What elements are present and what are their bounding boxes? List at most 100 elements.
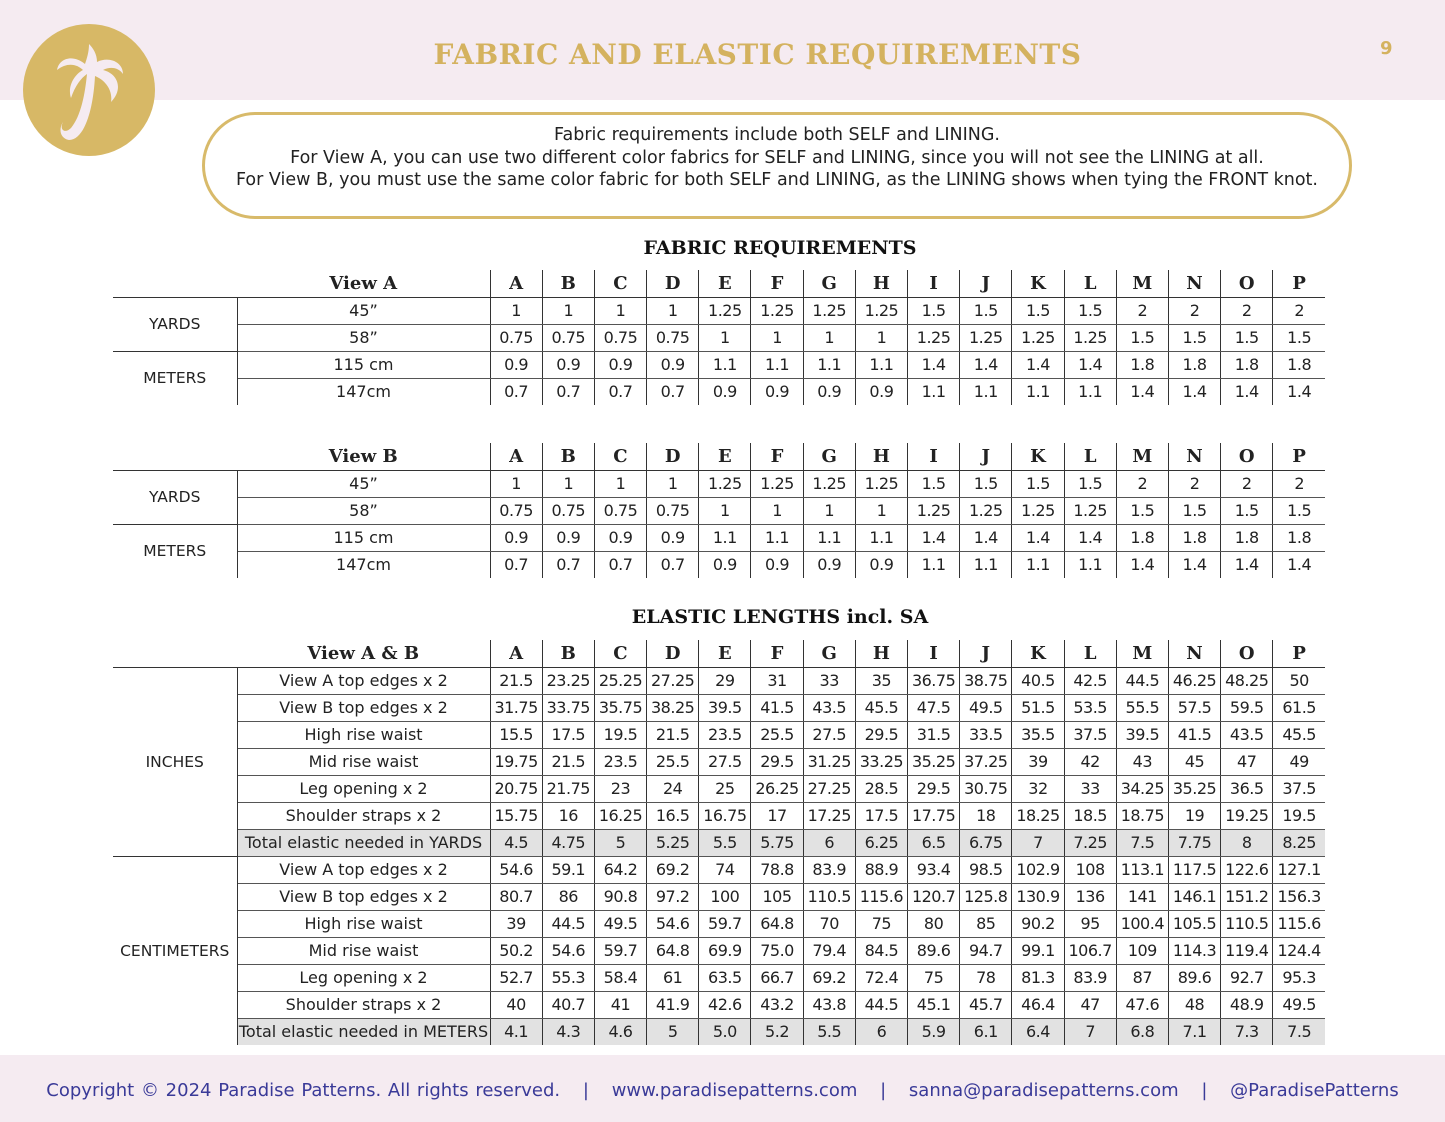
paradise-patterns-logo <box>23 24 155 156</box>
table-cell: 1.8 <box>1115 524 1169 552</box>
size-header: J <box>959 270 1012 298</box>
size-header: E <box>698 640 751 668</box>
table-cell: 19 <box>1167 802 1221 830</box>
table-cell: 2 <box>1272 470 1325 498</box>
table-cell: 0.9 <box>489 524 543 552</box>
table-row: METERS 115 cm 0.9 0.9 0.9 0.9 1.1 1.1 1.1 1.1 1.4 1… <box>113 351 1325 405</box>
table-cell: 39.5 <box>698 694 751 722</box>
table-cell: 69.9 <box>698 937 751 965</box>
table-cell: 2 <box>1115 470 1169 498</box>
table-cell: 1.5 <box>1167 497 1221 525</box>
table-cell: 0.75 <box>541 324 595 352</box>
table-cell: 54.6 <box>541 937 595 965</box>
table-cell: 43.2 <box>750 991 804 1019</box>
table-cell: 86 <box>541 883 595 911</box>
table-cell: 1.8 <box>1272 524 1325 552</box>
table-row: INCHES View A top edges x 2 21.5 23.25 25.25… <box>113 667 1325 857</box>
table-cell: 88.9 <box>854 856 908 884</box>
table-cell: 17.25 <box>802 802 856 830</box>
table-cell: 35.25 <box>1167 775 1221 803</box>
size-header: C <box>593 443 647 471</box>
table-cell: 37.25 <box>959 748 1012 776</box>
table-cell: 59.1 <box>541 856 595 884</box>
size-header: M <box>1115 270 1169 298</box>
table-row: Shoulder straps x 2 40 40.7 41 41.9 42.6 43.2 4… <box>113 991 1325 1019</box>
table-cell: 0.7 <box>593 378 647 405</box>
table-cell: 0.75 <box>593 324 647 352</box>
table-row: Mid rise waist 19.75 21.5 23.5 25.5 27.5 29.5 3… <box>113 748 1325 776</box>
table-cell: 106.7 <box>1063 937 1117 965</box>
table-cell: 95.3 <box>1272 964 1325 992</box>
social-handle[interactable]: @ParadisePatterns <box>1230 1080 1399 1101</box>
size-header: E <box>698 270 751 298</box>
table-cell: 7.75 <box>1167 829 1221 857</box>
table-cell: 130.9 <box>1011 883 1065 911</box>
table-cell: 44.5 <box>1115 667 1169 695</box>
table-cell: 1.1 <box>698 351 751 379</box>
table-cell: 1.5 <box>959 470 1012 498</box>
table-cell: 105 <box>750 883 804 911</box>
table-cell: 37.5 <box>1063 721 1117 749</box>
size-header: D <box>646 443 699 471</box>
table-cell: 42 <box>1063 748 1117 776</box>
footer-separator: | <box>880 1080 887 1101</box>
table-row: Leg opening x 2 52.7 55.3 58.4 61 63.5 66.7 69.… <box>113 964 1325 992</box>
table-cell: 59.5 <box>1220 694 1273 722</box>
row-group-label: YARDS <box>113 470 238 525</box>
table-cell: 64.8 <box>646 937 699 965</box>
table-cell: 119.4 <box>1220 937 1273 965</box>
table-cell: 1.4 <box>1220 551 1273 578</box>
table-cell: 1.1 <box>802 524 856 552</box>
table-cell: 0.9 <box>541 524 595 552</box>
table-cell: 27.5 <box>698 748 751 776</box>
table-cell: 1.1 <box>959 378 1012 405</box>
table-cell: 17.75 <box>906 802 960 830</box>
table-cell: 58.4 <box>593 964 647 992</box>
table-cell: 17.5 <box>854 802 908 830</box>
table-cell: 43.5 <box>802 694 856 722</box>
table-cell: 1.8 <box>1272 351 1325 379</box>
table-cell: 39.5 <box>1115 721 1169 749</box>
table-cell: 1.5 <box>906 297 960 325</box>
table-cell: 53.5 <box>1063 694 1117 722</box>
table-cell: 94.7 <box>959 937 1012 965</box>
size-header: J <box>959 443 1012 471</box>
table-cell: 7.5 <box>1272 1018 1325 1045</box>
requirements-table: View A & B A B C D E F G H I J K L M N O P INCHES View A t… <box>113 640 1325 1045</box>
table-cell: 8.25 <box>1272 829 1325 857</box>
size-header: F <box>750 640 804 668</box>
website-link[interactable]: www.paradisepatterns.com <box>611 1080 858 1101</box>
table-cell: 6.8 <box>1115 1018 1169 1045</box>
table-cell: 52.7 <box>489 964 543 992</box>
table-cell: 4.5 <box>489 829 543 857</box>
size-header: F <box>750 443 804 471</box>
table-cell: 1 <box>646 470 699 498</box>
row-label: 115 cm <box>237 524 490 552</box>
size-header: N <box>1167 640 1221 668</box>
table-cell: 5.2 <box>750 1018 804 1045</box>
size-header: K <box>1011 640 1065 668</box>
table-cell: 1.5 <box>1272 497 1325 525</box>
table-cell: 1.5 <box>1011 470 1065 498</box>
size-header: H <box>854 640 908 668</box>
table-cell: 1.1 <box>802 351 856 379</box>
table-cell: 0.9 <box>593 351 647 379</box>
table-cell: 39 <box>1011 748 1065 776</box>
row-label: View B top edges x 2 <box>237 694 490 722</box>
size-header: P <box>1272 270 1325 298</box>
table-cell: 6 <box>854 1018 908 1045</box>
table-cell: 1.25 <box>750 470 804 498</box>
table-cell: 1.5 <box>1011 297 1065 325</box>
table-cell: 1.5 <box>1115 497 1169 525</box>
table-cell: 1 <box>802 497 856 525</box>
row-label: View A top edges x 2 <box>237 667 490 695</box>
table-cell: 35.75 <box>593 694 647 722</box>
email-link[interactable]: sanna@paradisepatterns.com <box>908 1080 1179 1101</box>
table-cell: 48.9 <box>1220 991 1273 1019</box>
row-group-label: METERS <box>113 351 238 405</box>
table-cell: 47.6 <box>1115 991 1169 1019</box>
table-cell: 37.5 <box>1272 775 1325 803</box>
notice-line: For View A, you can use two different co… <box>290 147 1264 168</box>
table-cell: 1.25 <box>1063 497 1117 525</box>
row-label: 147cm <box>336 555 391 575</box>
